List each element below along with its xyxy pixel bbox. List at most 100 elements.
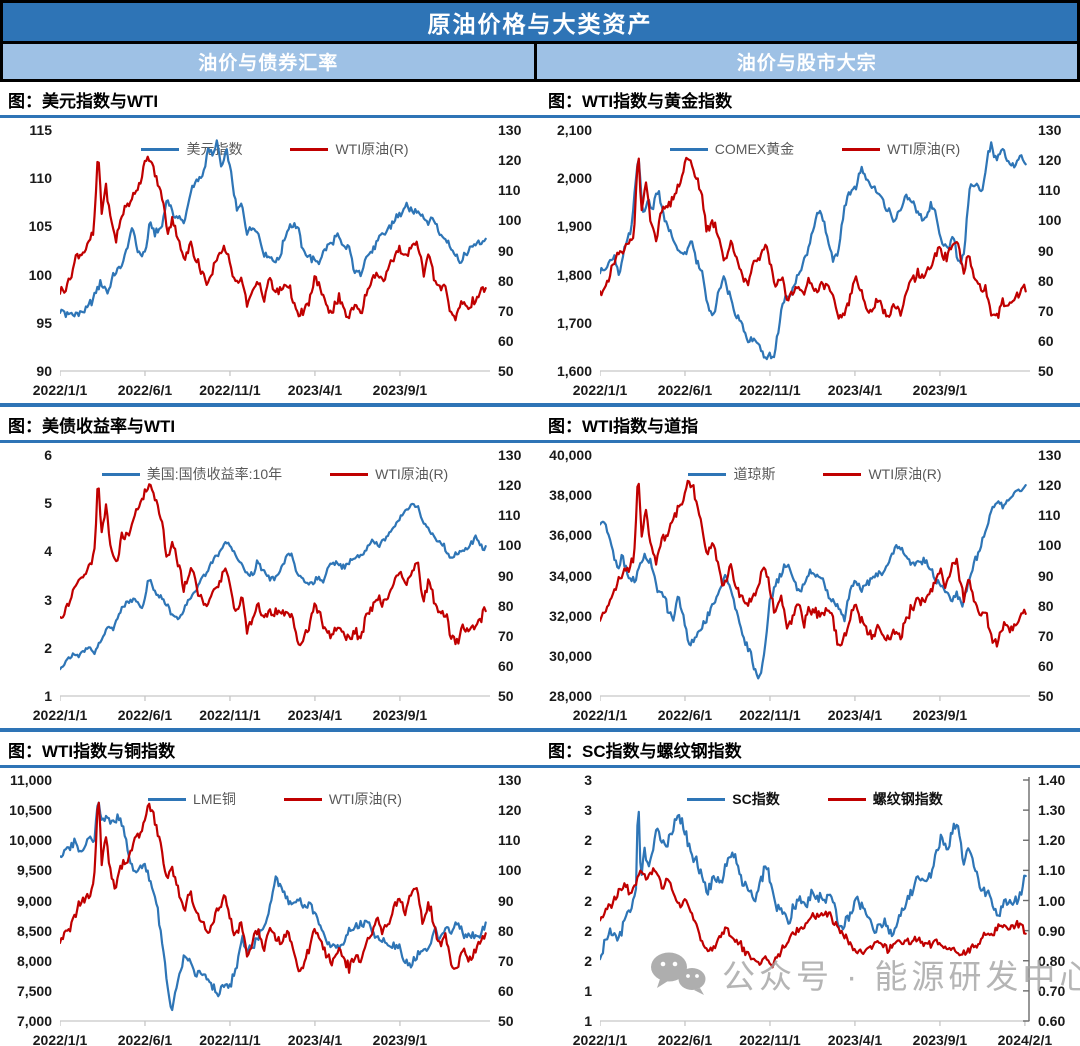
y-axis-label: 80	[498, 597, 514, 614]
y-axis-label: 80	[498, 272, 514, 289]
y-axis-label: 0.80	[1038, 952, 1066, 969]
x-axis-labels: 2022/1/1 2022/6/1 2022/11/1 2023/4/1 2023/9/…	[33, 377, 490, 403]
y-axis-label: 2	[584, 862, 592, 879]
x-axis-label: 2023/4/1	[827, 1032, 883, 1046]
y-axis-label: 90	[498, 242, 514, 259]
y-axis-label: 10,000	[9, 832, 52, 849]
plot-svg	[60, 801, 490, 1026]
y-axis-right: 1.40 1.30 1.20 1.10 1.00 0.90 0.80 0.70 0.60	[1030, 772, 1080, 1029]
section-tab-bonds-fx-label: 油价与债券汇率	[198, 53, 339, 74]
plot-svg	[600, 141, 1030, 376]
plot-svg	[600, 479, 1030, 701]
x-axis-label: 2022/11/1	[739, 1032, 801, 1046]
y-axis-label: 28,000	[549, 688, 592, 704]
y-axis-label: 70	[498, 627, 514, 644]
y-axis-label: 7,500	[16, 982, 52, 999]
y-axis-label: 6	[44, 447, 52, 463]
plot-area: COMEX黄金 WTI原油(R)	[600, 126, 1030, 377]
y-axis-label: 50	[498, 363, 514, 379]
series-line-red	[60, 483, 487, 647]
y-axis-label: 1.10	[1038, 862, 1066, 879]
x-axis-labels: 2022/1/1 2022/6/1 2022/11/1 2023/4/1 2023/9/…	[33, 1027, 490, 1046]
x-axis-label: 2022/1/1	[32, 707, 88, 723]
series-line-red	[60, 801, 487, 974]
y-axis-label: 1,700	[556, 314, 592, 331]
y-axis-label: 80	[1038, 272, 1054, 289]
x-axis-label: 2022/1/1	[32, 382, 88, 398]
y-axis-label: 60	[498, 982, 514, 999]
x-axis-label: 2022/6/1	[657, 707, 713, 723]
x-axis-label: 2022/11/1	[739, 382, 801, 398]
charts-row: 11,000 10,500 10,000 9,500 9,000 8,500 8,000 7,…	[0, 768, 1080, 1046]
series-line-blue	[600, 483, 1027, 680]
section-tab-equity-commodity-label: 油价与股市大宗	[736, 53, 877, 74]
y-axis-label: 110	[498, 182, 521, 199]
series-line-blue	[60, 502, 487, 671]
x-axis-label: 2022/11/1	[199, 382, 261, 398]
y-axis-label: 0.60	[1038, 1013, 1066, 1029]
y-axis-label: 2	[584, 832, 592, 849]
x-axis-label: 2024/2/1	[997, 1032, 1053, 1046]
y-axis-label: 70	[1038, 302, 1054, 319]
y-axis-left: 11,000 10,500 10,000 9,500 9,000 8,500 8,000 7,…	[0, 772, 60, 1029]
plot-svg	[600, 777, 1030, 1026]
y-axis-label: 130	[1038, 122, 1062, 138]
y-axis-label: 0.90	[1038, 922, 1066, 939]
x-axis-label: 2022/6/1	[657, 1032, 713, 1046]
charts-row: 115 110 105 100 95 90 美元指数 WTI原油(R) 130 120 110 100…	[0, 118, 1080, 403]
x-axis-label: 2022/1/1	[572, 1032, 628, 1046]
y-axis-label: 32,000	[549, 607, 592, 624]
y-axis-label: 34,000	[549, 567, 592, 584]
series-line-blue	[600, 141, 1027, 361]
row-divider	[0, 728, 1080, 732]
y-axis-label: 70	[498, 302, 514, 319]
y-axis-label: 0.70	[1038, 982, 1066, 999]
y-axis-label: 10,500	[9, 802, 52, 819]
y-axis-label: 2,100	[556, 122, 592, 138]
plot-svg	[60, 139, 490, 376]
x-axis-label: 2022/6/1	[117, 382, 173, 398]
y-axis-label: 100	[1038, 212, 1062, 229]
x-axis-label: 2023/4/1	[287, 707, 343, 723]
plot-svg	[60, 483, 490, 701]
x-axis-label: 2023/4/1	[287, 382, 343, 398]
y-axis-label: 9,000	[16, 892, 52, 909]
y-axis-label: 50	[498, 688, 514, 704]
y-axis-label: 120	[498, 477, 522, 494]
y-axis-label: 110	[498, 832, 521, 849]
x-axis-label: 2022/1/1	[572, 707, 628, 723]
y-axis-left: 6 5 4 3 2 1	[0, 447, 60, 704]
section-header-row: 油价与债券汇率 油价与股市大宗	[0, 44, 1080, 82]
chart-ust10y-wti: 6 5 4 3 2 1 美国:国债收益率:10年 WTI原油(R) 130 120 110 100 90…	[0, 443, 540, 728]
y-axis-label: 1.30	[1038, 802, 1066, 819]
x-axis-labels: 2022/1/1 2022/6/1 2022/11/1 2023/4/1 2023/9/…	[573, 377, 1030, 403]
y-axis-label: 5	[44, 495, 52, 512]
x-axis-label: 2022/6/1	[657, 382, 713, 398]
chart-sc-rebar: 3 3 2 2 2 2 2 1 1 SC指数 螺纹钢指数 1.40 1.30 1.20 1.10 1.00 0.…	[540, 768, 1080, 1046]
y-axis-label: 100	[28, 266, 52, 283]
y-axis-label: 120	[498, 802, 522, 819]
chart-title: 图：WTI指数与道指	[548, 417, 699, 436]
chart-title: 图：SC指数与螺纹钢指数	[548, 742, 742, 761]
y-axis-label: 70	[498, 952, 514, 969]
chart-title: 图：美元指数与WTI	[8, 92, 159, 111]
series-line-red	[600, 479, 1027, 648]
x-axis-label: 2022/11/1	[199, 1032, 261, 1046]
y-axis-label: 50	[1038, 688, 1054, 704]
y-axis-label: 90	[1038, 242, 1054, 259]
x-axis-label: 2022/11/1	[199, 707, 261, 723]
y-axis-label: 120	[1038, 152, 1062, 169]
y-axis-right: 130 120 110 100 90 80 70 60 50	[490, 772, 540, 1029]
y-axis-label: 1.40	[1038, 772, 1066, 788]
series-line-blue	[600, 810, 1027, 961]
y-axis-label: 1.20	[1038, 832, 1066, 849]
y-axis-right: 130 120 110 100 90 80 70 60 50	[490, 447, 540, 704]
y-axis-left: 40,000 38,000 36,000 34,000 32,000 30,000 28,0…	[540, 447, 600, 704]
y-axis-label: 2	[584, 892, 592, 909]
y-axis-label: 3	[44, 591, 52, 608]
chart-title: 图：WTI指数与黄金指数	[548, 92, 733, 111]
y-axis-label: 1,600	[556, 363, 592, 379]
y-axis-right: 130 120 110 100 90 80 70 60 50	[1030, 447, 1080, 704]
y-axis-label: 80	[1038, 597, 1054, 614]
